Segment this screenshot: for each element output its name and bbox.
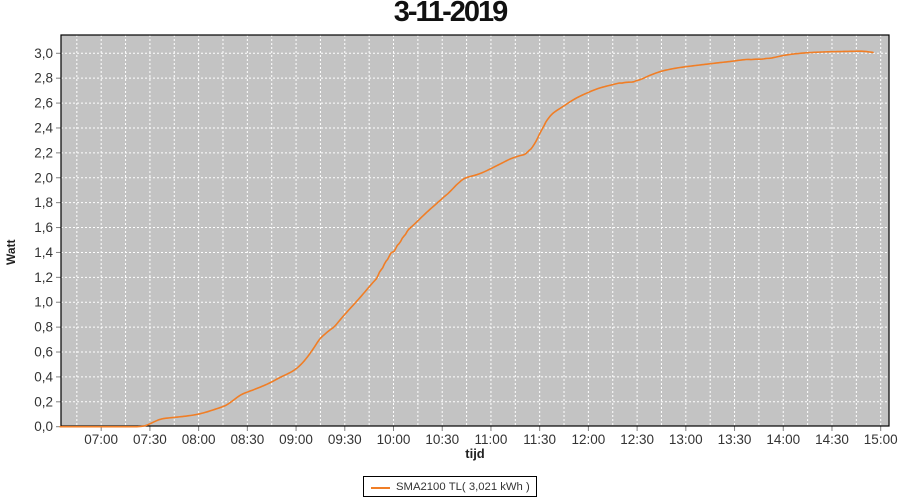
svg-text:0,0: 0,0 — [34, 419, 53, 434]
svg-text:14:00: 14:00 — [766, 432, 800, 447]
svg-text:0,6: 0,6 — [34, 345, 53, 360]
svg-text:1,8: 1,8 — [34, 195, 53, 210]
svg-text:0,2: 0,2 — [34, 394, 53, 409]
svg-text:3,0: 3,0 — [34, 46, 53, 61]
svg-text:1,2: 1,2 — [34, 270, 53, 285]
svg-text:0,8: 0,8 — [34, 320, 53, 335]
svg-text:13:00: 13:00 — [669, 432, 703, 447]
svg-text:08:00: 08:00 — [182, 432, 216, 447]
svg-text:07:30: 07:30 — [133, 432, 167, 447]
svg-text:14:30: 14:30 — [815, 432, 849, 447]
svg-text:15:00: 15:00 — [864, 432, 898, 447]
svg-text:09:00: 09:00 — [279, 432, 313, 447]
svg-text:13:30: 13:30 — [718, 432, 752, 447]
svg-text:07:00: 07:00 — [84, 432, 118, 447]
svg-text:0,4: 0,4 — [34, 369, 53, 384]
svg-text:12:30: 12:30 — [620, 432, 654, 447]
svg-text:12:00: 12:00 — [571, 432, 605, 447]
svg-text:2,2: 2,2 — [34, 145, 53, 160]
svg-text:08:30: 08:30 — [230, 432, 264, 447]
svg-text:10:00: 10:00 — [377, 432, 411, 447]
svg-text:2,6: 2,6 — [34, 96, 53, 111]
svg-text:1,4: 1,4 — [34, 245, 53, 260]
svg-text:09:30: 09:30 — [328, 432, 362, 447]
svg-text:11:00: 11:00 — [475, 432, 508, 447]
svg-text:11:30: 11:30 — [523, 432, 556, 447]
svg-text:2,0: 2,0 — [34, 170, 53, 185]
svg-text:10:30: 10:30 — [425, 432, 459, 447]
svg-text:1,0: 1,0 — [34, 295, 53, 310]
svg-text:1,6: 1,6 — [34, 220, 53, 235]
svg-text:2,4: 2,4 — [34, 120, 53, 135]
svg-text:2,8: 2,8 — [34, 71, 53, 86]
